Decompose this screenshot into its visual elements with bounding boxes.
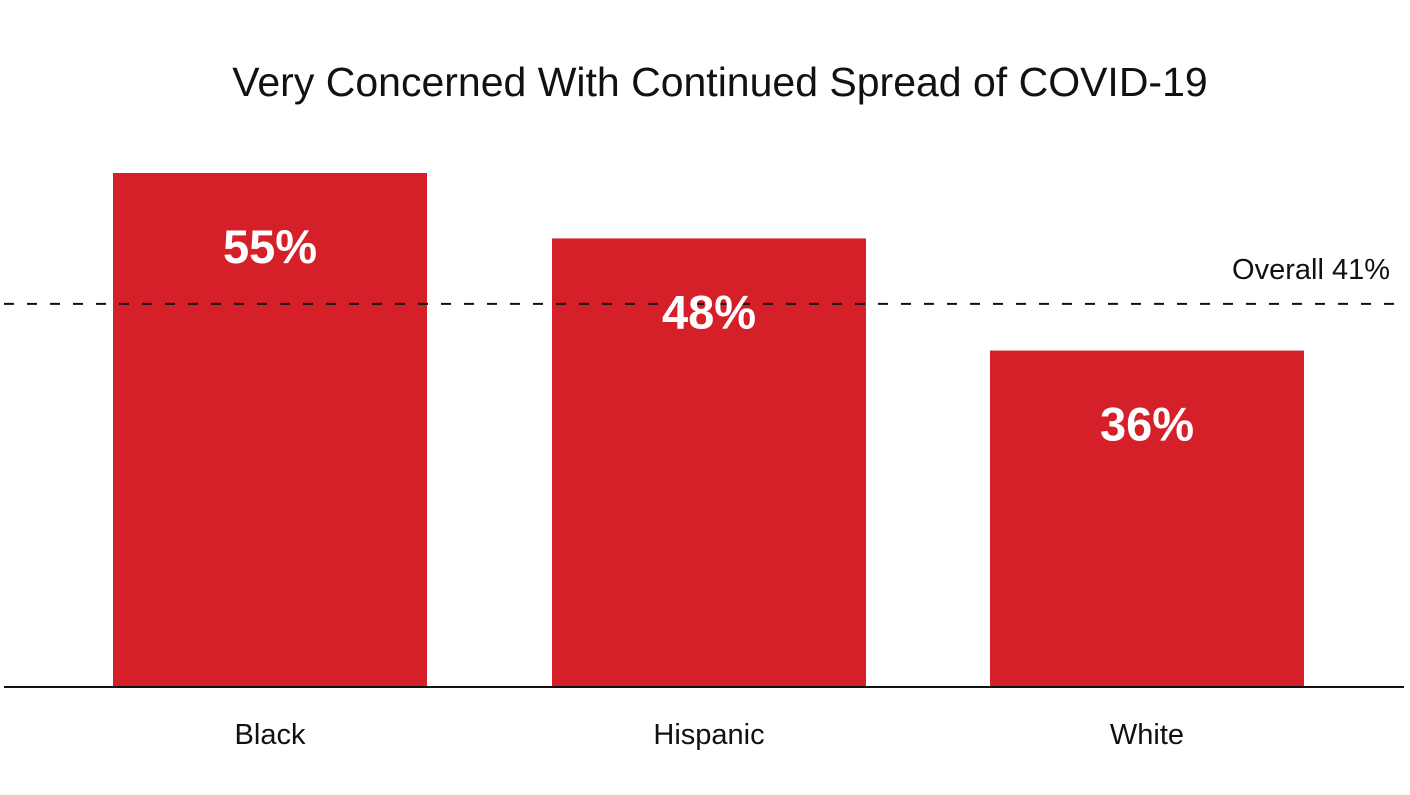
bar-hispanic — [552, 238, 866, 687]
bar-value-label-hispanic: 48% — [662, 285, 756, 338]
bar-value-labels: 55% 48% 36% — [223, 220, 1194, 451]
category-label-black: Black — [235, 719, 306, 751]
overall-reference-label: Overall 41% — [1232, 254, 1390, 286]
chart-title: Very Concerned With Continued Spread of … — [232, 59, 1207, 105]
bar-value-label-white: 36% — [1100, 398, 1194, 451]
bar-black — [113, 173, 427, 687]
category-label-hispanic: Hispanic — [653, 719, 764, 751]
bars-group — [113, 173, 1304, 687]
category-labels: Black Hispanic White — [235, 719, 1185, 751]
bar-value-label-black: 55% — [223, 220, 317, 273]
category-label-white: White — [1110, 719, 1184, 751]
bar-white — [990, 350, 1304, 687]
